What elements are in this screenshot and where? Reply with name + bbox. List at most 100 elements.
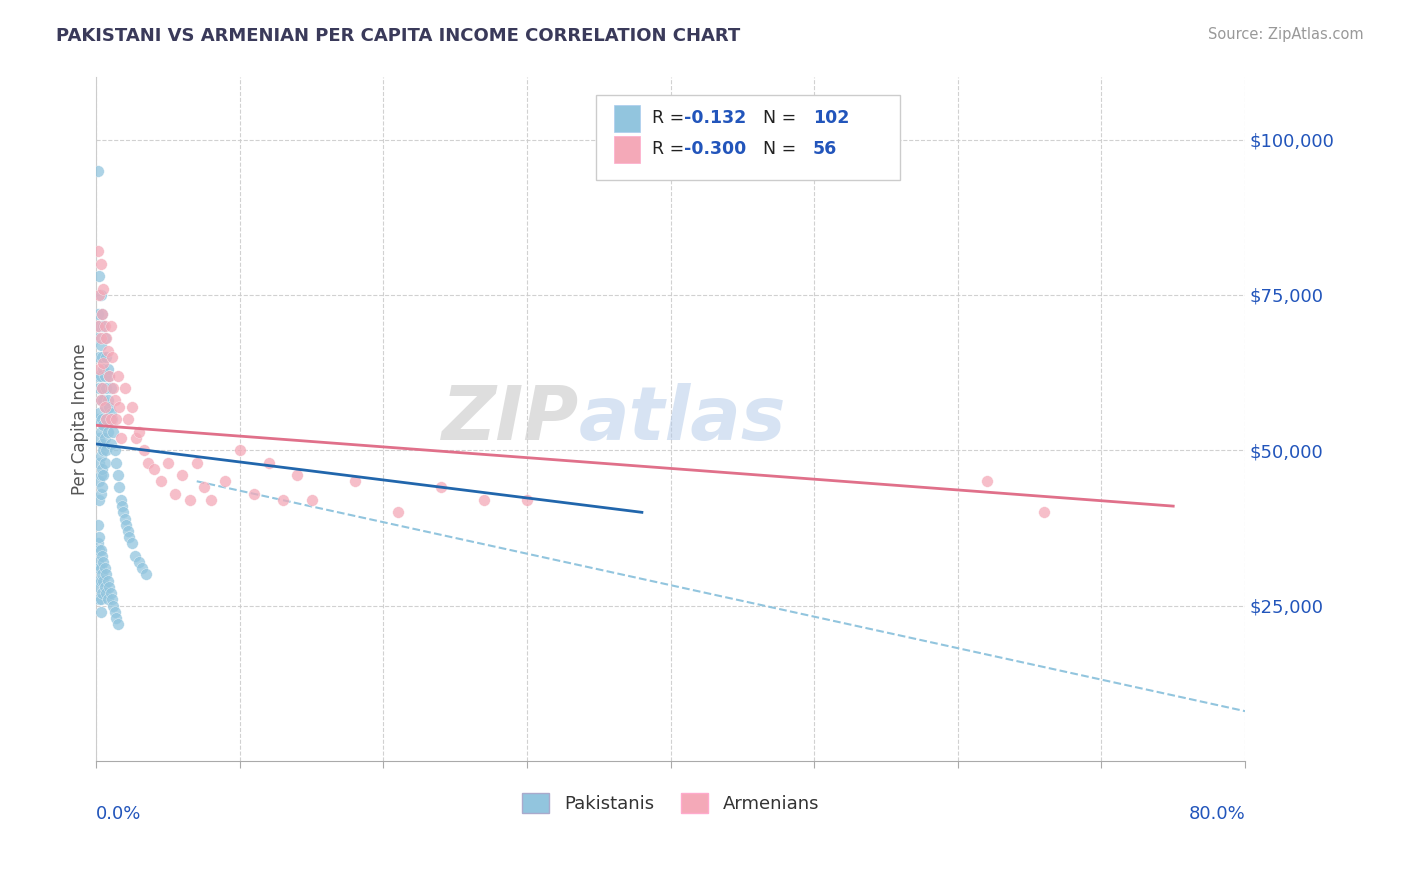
Point [97,574,120,588]
Point [91,412,114,426]
Point [96,412,118,426]
Point [86,555,108,569]
Point [136,456,159,470]
Point [87,431,110,445]
Text: 0.0%: 0.0% [96,805,142,823]
Point [117,412,139,426]
Point [87,362,110,376]
Point [91,567,114,582]
Point [91,306,114,320]
Point [108,400,131,414]
Point [98,580,121,594]
Point [96,567,118,582]
Point [91,437,114,451]
Point [387,505,409,519]
Text: -0.300: -0.300 [685,140,747,158]
Point [100,406,122,420]
Point [149,475,172,489]
Point [110,431,132,445]
Point [93,356,115,370]
Point [89,468,111,483]
Point [97,592,120,607]
Point [1033,505,1056,519]
Point [89,288,111,302]
Point [111,499,134,513]
Point [128,555,150,569]
Point [100,381,122,395]
Point [117,524,139,538]
Point [89,337,111,351]
Point [108,480,131,494]
Point [121,536,143,550]
FancyBboxPatch shape [596,95,900,180]
Point [89,542,111,557]
Point [97,393,120,408]
Point [976,475,998,489]
Point [104,443,127,458]
Text: 102: 102 [813,110,849,128]
Point [200,492,222,507]
Point [93,362,115,376]
Point [132,443,155,458]
Point [105,412,128,426]
Point [97,362,120,376]
Point [87,492,110,507]
Point [91,480,114,494]
Text: 56: 56 [813,140,838,158]
Point [91,549,114,563]
Point [86,244,108,259]
Point [93,574,115,588]
Point [101,350,124,364]
Point [131,561,153,575]
Text: PAKISTANI VS ARMENIAN PER CAPITA INCOME CORRELATION CHART: PAKISTANI VS ARMENIAN PER CAPITA INCOME … [56,27,741,45]
Point [87,318,110,333]
Point [243,486,266,500]
Point [165,486,187,500]
Point [91,381,114,395]
Point [105,611,128,625]
Point [87,561,110,575]
Point [114,511,136,525]
Point [285,468,308,483]
Point [118,530,141,544]
Point [112,505,135,519]
Point [87,350,110,364]
Point [97,343,120,358]
Text: R =: R = [652,110,690,128]
Point [104,393,127,408]
Point [86,368,108,383]
Point [96,412,118,426]
Point [93,418,115,433]
Point [100,437,122,451]
Point [107,617,129,632]
Point [107,368,129,383]
Point [89,592,111,607]
Point [172,468,194,483]
Point [87,381,110,395]
Point [100,586,122,600]
Point [93,318,115,333]
Point [103,381,125,395]
Text: ZIP: ZIP [441,383,579,456]
Text: atlas: atlas [579,383,786,456]
Point [93,282,115,296]
Point [87,456,110,470]
Point [100,412,122,426]
Point [86,331,108,345]
Point [87,406,110,420]
Point [89,605,111,619]
Point [110,492,132,507]
Point [516,492,538,507]
Point [115,517,138,532]
Point [91,306,114,320]
Point [86,306,108,320]
Point [87,530,110,544]
Point [89,574,111,588]
Point [97,425,120,439]
Point [179,492,201,507]
Point [91,381,114,395]
Point [98,368,121,383]
Point [93,468,115,483]
Point [271,492,294,507]
Point [107,468,129,483]
